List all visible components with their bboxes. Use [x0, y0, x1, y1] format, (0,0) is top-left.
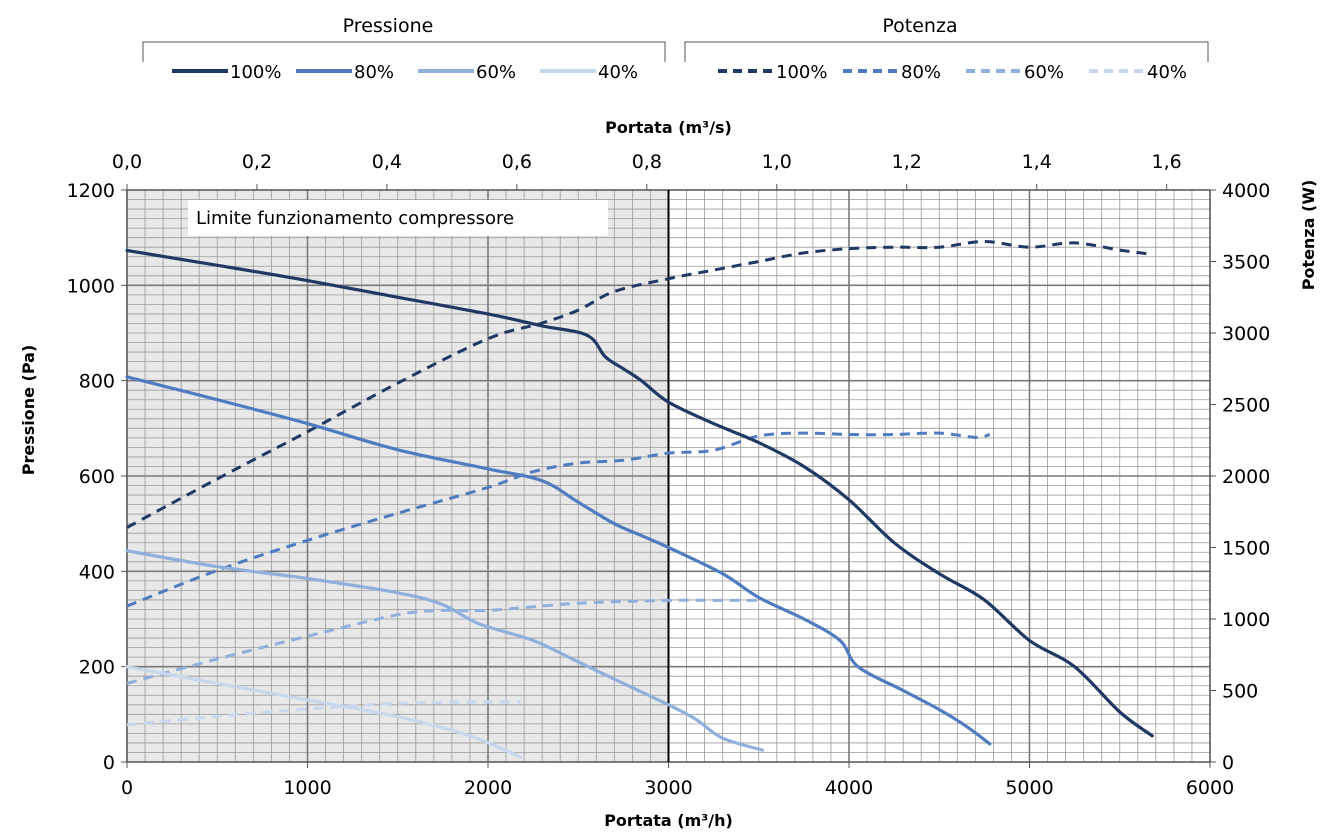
x-top-tick-label: 1,2 [892, 151, 922, 173]
x-bottom-tick-label: 0 [121, 777, 133, 799]
pressure-series-line-60 [125, 549, 764, 752]
series-layer [125, 239, 1154, 759]
y-right-tick-label: 3500 [1222, 252, 1270, 274]
y-left-tick-label: 800 [79, 371, 115, 393]
y-right-tick-label: 4000 [1222, 180, 1270, 202]
annotation-box [188, 200, 608, 236]
legend-group-pressione: Pressione 100% 80% 60% 40% [142, 15, 666, 83]
power-series-line-80 [126, 431, 991, 608]
legend-group-potenza: Potenza 100% 80% 60% 40% [684, 15, 1209, 83]
pressure-series-line-80 [125, 375, 992, 746]
annotation-compressor-limit: Limite funzionamento compressore [196, 208, 514, 229]
axis-titles-layer: Portata (m³/h) Portata (m³/s) Pressione … [19, 118, 1318, 830]
x-top-tick-label: 0,4 [372, 151, 402, 173]
y-right-tick-label: 1500 [1222, 538, 1270, 560]
y-left-tick-label: 0 [103, 752, 115, 774]
y-left-axis-title: Pressione (Pa) [19, 345, 38, 476]
x-top-tick-label: 0,6 [502, 151, 532, 173]
legend-label-pressione-60: 60% [476, 62, 516, 83]
x-bottom-tick-label: 1000 [283, 777, 331, 799]
x-bottom-tick-label: 2000 [464, 777, 512, 799]
legend-title-potenza: Potenza [882, 15, 957, 37]
legend-bracket-pressione [142, 41, 666, 62]
x-bottom-tick-label: 3000 [644, 777, 692, 799]
y-right-tick-label: 2000 [1222, 466, 1270, 488]
legend: Pressione 100% 80% 60% 40% Potenza 100% … [142, 15, 1209, 83]
y-left-tick-label: 600 [79, 466, 115, 488]
legend-label-potenza-40: 40% [1147, 62, 1187, 83]
y-right-tick-label: 3000 [1222, 323, 1270, 345]
y-left-tick-label: 400 [79, 561, 115, 583]
legend-bracket-potenza [684, 41, 1209, 62]
x-top-axis-title: Portata (m³/s) [605, 118, 732, 137]
legend-title-pressione: Pressione [343, 15, 434, 37]
x-bottom-tick-label: 5000 [1005, 777, 1053, 799]
y-right-tick-label: 500 [1222, 681, 1258, 703]
x-top-tick-label: 0,2 [242, 151, 272, 173]
pressure-series-line-100 [125, 248, 1154, 738]
x-bottom-tick-label: 6000 [1186, 777, 1234, 799]
legend-label-pressione-80: 80% [354, 62, 394, 83]
y-right-tick-label: 0 [1222, 752, 1234, 774]
legend-label-pressione-100: 100% [230, 62, 281, 83]
legend-label-pressione-40: 40% [598, 62, 638, 83]
y-left-tick-label: 1000 [67, 275, 115, 297]
legend-label-potenza-80: 80% [901, 62, 941, 83]
legend-label-potenza-60: 60% [1024, 62, 1064, 83]
x-top-tick-label: 1,4 [1022, 151, 1052, 173]
x-top-tick-label: 0,0 [112, 151, 142, 173]
legend-label-potenza-100: 100% [776, 62, 827, 83]
y-right-axis-title: Potenza (W) [1299, 180, 1318, 291]
x-bottom-tick-label: 4000 [825, 777, 873, 799]
x-top-tick-label: 1,6 [1152, 151, 1182, 173]
y-right-tick-label: 2500 [1222, 395, 1270, 417]
power-series-line-40 [126, 700, 521, 727]
annotation-layer: Limite funzionamento compressore [188, 200, 608, 236]
x-top-tick-label: 0,8 [632, 151, 662, 173]
power-series-line-60 [126, 598, 763, 685]
x-top-tick-label: 1,0 [762, 151, 792, 173]
y-left-tick-label: 1200 [67, 180, 115, 202]
pressure-series-line-40 [125, 665, 523, 759]
x-bottom-axis-title: Portata (m³/h) [604, 811, 733, 830]
y-right-tick-label: 1000 [1222, 609, 1270, 631]
y-left-tick-label: 200 [79, 657, 115, 679]
